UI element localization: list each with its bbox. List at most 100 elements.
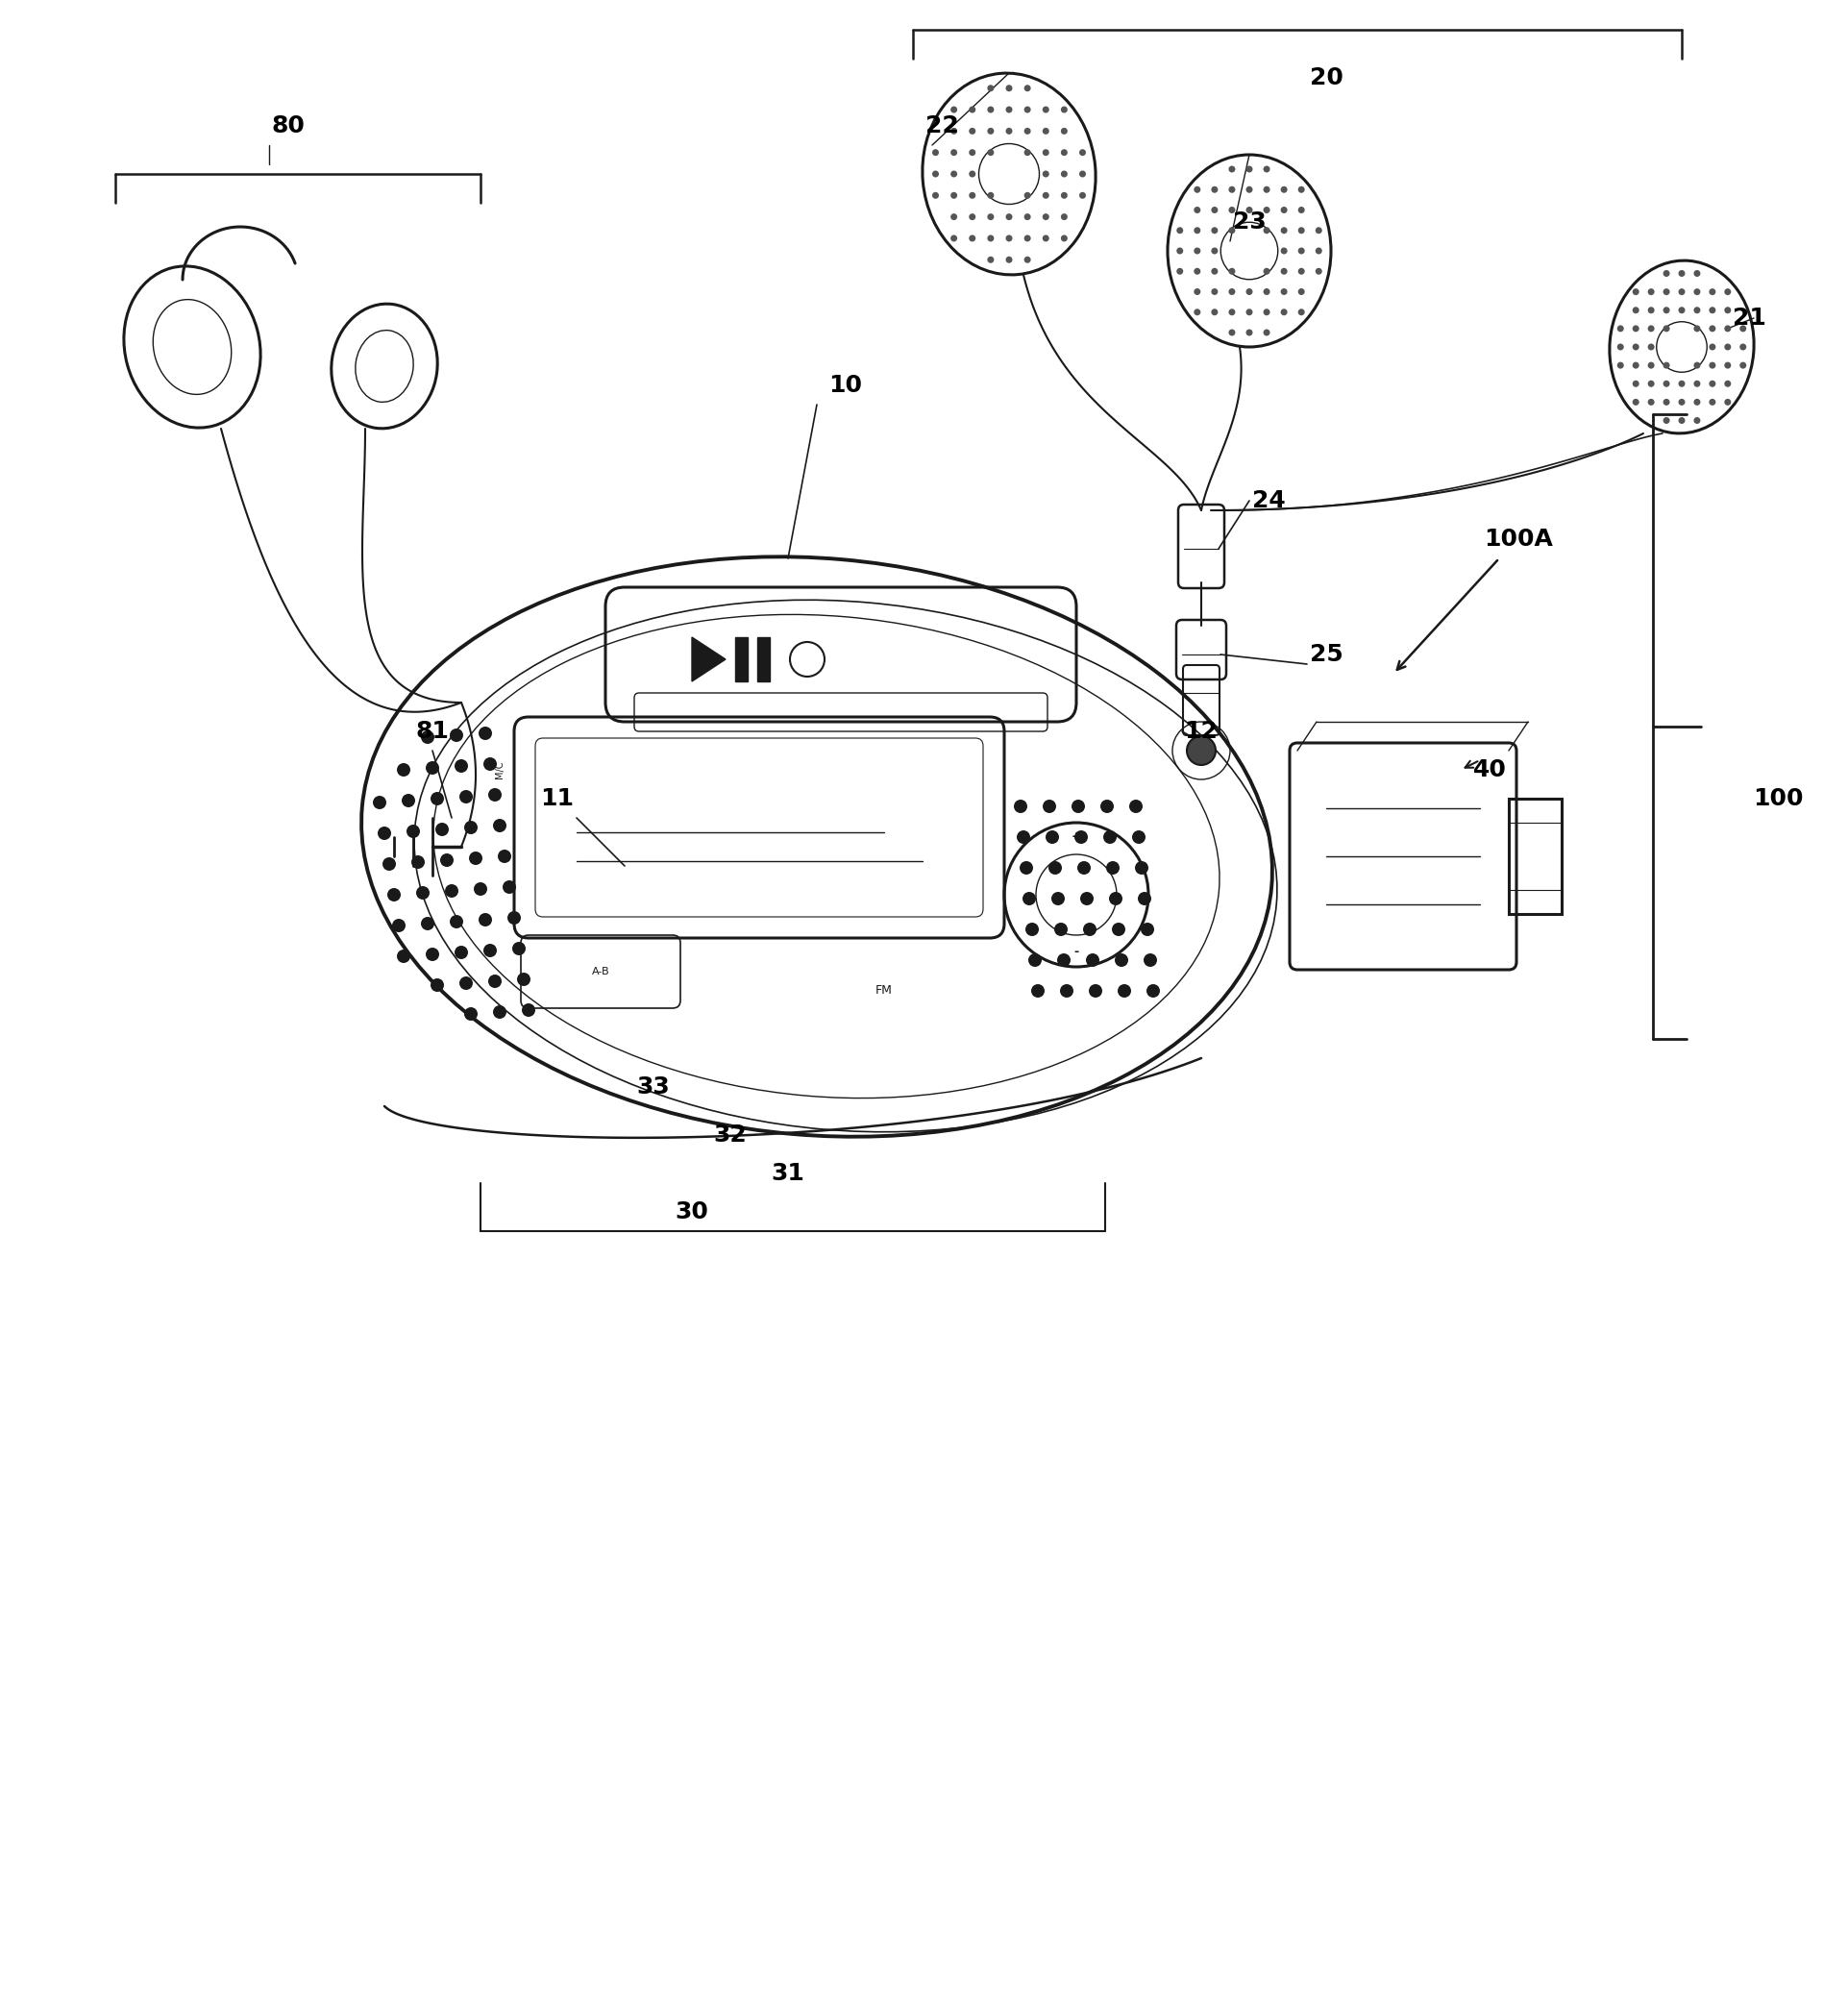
Circle shape [473, 882, 488, 896]
Circle shape [1314, 268, 1321, 274]
Text: 33: 33 [636, 1076, 669, 1098]
Circle shape [1314, 228, 1321, 234]
Circle shape [987, 214, 994, 220]
Text: 81: 81 [416, 720, 449, 742]
Circle shape [503, 880, 516, 894]
Circle shape [1210, 228, 1218, 234]
Circle shape [1057, 954, 1070, 966]
Circle shape [950, 234, 957, 242]
Text: 21: 21 [1732, 306, 1765, 330]
Circle shape [445, 884, 458, 898]
Circle shape [987, 150, 994, 156]
Circle shape [1297, 268, 1305, 274]
Circle shape [1724, 344, 1730, 350]
Circle shape [1052, 892, 1064, 906]
Circle shape [421, 730, 434, 744]
Circle shape [1281, 268, 1286, 274]
Circle shape [1024, 150, 1029, 156]
Circle shape [1227, 228, 1234, 234]
Circle shape [1632, 344, 1639, 350]
Circle shape [968, 192, 976, 198]
Circle shape [1661, 288, 1669, 296]
Circle shape [1281, 248, 1286, 254]
Circle shape [1042, 192, 1048, 198]
Circle shape [386, 888, 401, 902]
Circle shape [1116, 984, 1131, 998]
Circle shape [1024, 256, 1029, 264]
Circle shape [1661, 362, 1669, 368]
Circle shape [397, 950, 410, 962]
Circle shape [1297, 288, 1305, 296]
Circle shape [987, 234, 994, 242]
Circle shape [1005, 256, 1013, 264]
Circle shape [1632, 398, 1639, 406]
Circle shape [1724, 398, 1730, 406]
Text: 100: 100 [1752, 788, 1802, 810]
Circle shape [1297, 206, 1305, 214]
Circle shape [1246, 288, 1251, 296]
Circle shape [1129, 800, 1142, 814]
Circle shape [950, 128, 957, 134]
Circle shape [1693, 288, 1700, 296]
Circle shape [950, 192, 957, 198]
Circle shape [987, 84, 994, 92]
Circle shape [401, 794, 416, 808]
Circle shape [931, 150, 939, 156]
Text: 31: 31 [771, 1162, 804, 1186]
Circle shape [1678, 270, 1684, 276]
Circle shape [469, 852, 482, 864]
Circle shape [1027, 954, 1040, 966]
Circle shape [1262, 308, 1270, 316]
Circle shape [1114, 954, 1127, 966]
Circle shape [1262, 268, 1270, 274]
Circle shape [506, 912, 521, 924]
Circle shape [1632, 362, 1639, 368]
Circle shape [1111, 922, 1125, 936]
Circle shape [1026, 922, 1039, 936]
Circle shape [1647, 306, 1654, 314]
Circle shape [1661, 306, 1669, 314]
Circle shape [1708, 326, 1715, 332]
Circle shape [968, 150, 976, 156]
Text: A-B: A-B [591, 966, 610, 976]
Circle shape [1022, 892, 1035, 906]
Circle shape [482, 758, 497, 770]
Circle shape [1262, 186, 1270, 192]
Circle shape [425, 948, 440, 962]
Circle shape [1105, 862, 1120, 874]
Circle shape [1210, 206, 1218, 214]
Circle shape [1042, 214, 1048, 220]
Polygon shape [758, 638, 769, 682]
Text: 11: 11 [540, 788, 575, 810]
Circle shape [1048, 862, 1061, 874]
Circle shape [493, 818, 506, 832]
Circle shape [1109, 892, 1122, 906]
Circle shape [1678, 288, 1684, 296]
Circle shape [987, 192, 994, 198]
Circle shape [1708, 380, 1715, 388]
Circle shape [1246, 166, 1251, 172]
Circle shape [449, 728, 464, 742]
Circle shape [1314, 248, 1321, 254]
Circle shape [1042, 150, 1048, 156]
Circle shape [1617, 326, 1623, 332]
Circle shape [482, 944, 497, 958]
Circle shape [1024, 234, 1029, 242]
Circle shape [1024, 214, 1029, 220]
Circle shape [1042, 234, 1048, 242]
Circle shape [1262, 330, 1270, 336]
Circle shape [1072, 800, 1085, 814]
Circle shape [1281, 186, 1286, 192]
Text: 80: 80 [272, 114, 305, 138]
Circle shape [1724, 326, 1730, 332]
Circle shape [1739, 362, 1746, 368]
Circle shape [1079, 192, 1085, 198]
Circle shape [431, 792, 444, 806]
Circle shape [1077, 862, 1090, 874]
Polygon shape [691, 638, 724, 682]
Circle shape [1661, 380, 1669, 388]
Circle shape [1708, 288, 1715, 296]
Circle shape [1210, 308, 1218, 316]
Circle shape [1661, 398, 1669, 406]
Circle shape [1186, 736, 1214, 766]
